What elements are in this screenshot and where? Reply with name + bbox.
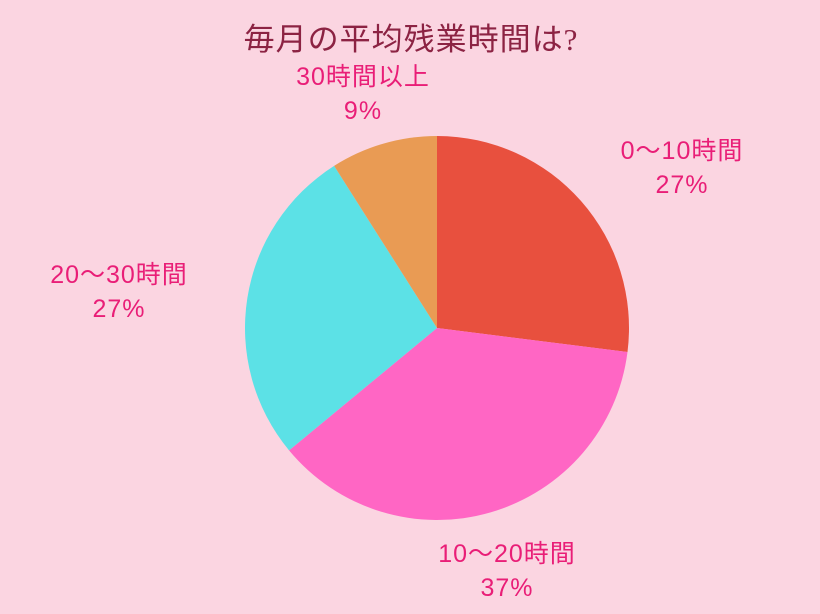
slice-label-30-plus: 30時間以上 9%	[296, 60, 430, 128]
slice-label-pct: 9%	[343, 97, 383, 125]
pie-slice-0	[437, 136, 630, 353]
chart-title: 毎月の平均残業時間は?	[243, 22, 579, 57]
slice-label-pct: 27%	[655, 171, 709, 199]
slice-label-10-20: 10〜20時間 37%	[438, 537, 576, 605]
slice-label-name: 30時間以上	[296, 63, 430, 91]
pie-slice-1	[289, 328, 628, 521]
slice-label-name: 0〜10時間	[620, 137, 744, 165]
slice-label-name: 10〜20時間	[438, 540, 576, 568]
slice-label-pct: 27%	[92, 295, 146, 323]
pie-slice-2	[244, 165, 437, 451]
slice-label-20-30: 20〜30時間 27%	[50, 258, 188, 326]
slice-label-pct: 37%	[480, 574, 534, 602]
slice-label-0-10: 0〜10時間 27%	[621, 134, 744, 202]
pie-slice-3	[334, 136, 437, 328]
slice-label-name: 20〜30時間	[50, 261, 188, 289]
